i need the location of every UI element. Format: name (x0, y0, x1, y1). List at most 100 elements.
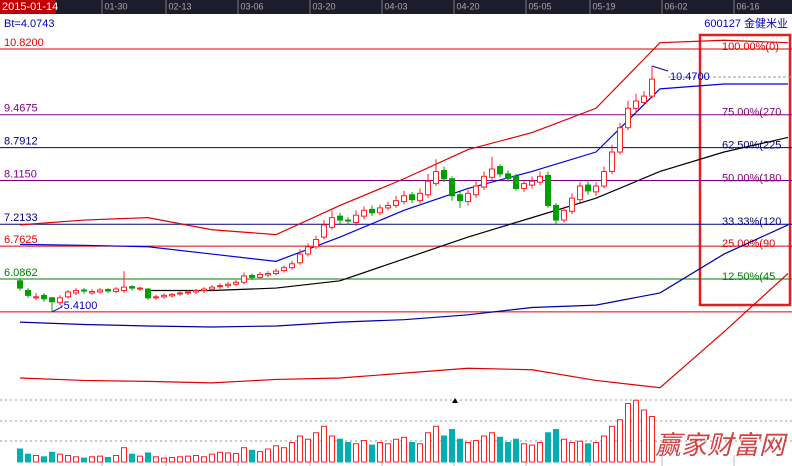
candle-body (601, 170, 607, 187)
candle-body (201, 288, 207, 292)
volume-bar (585, 443, 591, 463)
date-label: 03-06 (240, 1, 263, 11)
volume-bar (185, 455, 191, 463)
volume-bar (625, 403, 631, 463)
candle-body (577, 185, 583, 201)
volume-bar (633, 399, 639, 463)
high-pointer (651, 65, 669, 72)
candle-body (161, 294, 167, 298)
level-label: 10.8200 (4, 37, 44, 49)
low-label: -5.4100 (60, 300, 97, 312)
date-label: 06-16 (736, 1, 759, 11)
high-label: 10.4700 (670, 71, 710, 83)
indicator-line (148, 136, 789, 292)
candle-body (553, 204, 559, 221)
candle-body (497, 166, 503, 175)
candle-body (249, 274, 255, 278)
indicator-label: Bt=4.0743 (4, 18, 54, 30)
volume-bar (529, 444, 535, 463)
volume-bar (617, 419, 623, 463)
stock-name: 600127 金健米业 (704, 16, 788, 30)
candle-body (273, 270, 279, 275)
volume-bar (577, 440, 583, 463)
volume-bar (561, 438, 567, 463)
candle-body (105, 289, 111, 292)
volume-bar (401, 436, 407, 463)
candle-body (81, 289, 87, 292)
volume-bar (17, 448, 23, 463)
date-label: 04-20 (456, 1, 479, 11)
level-label: 9.4675 (4, 103, 38, 115)
candle-body (441, 169, 447, 180)
candle-body (625, 107, 631, 129)
volume-bar (409, 442, 415, 463)
watermark: 赢家财富网 (655, 431, 788, 461)
level-label: 7.2133 (4, 212, 38, 224)
candle-body (97, 289, 103, 293)
volume-bar (569, 442, 575, 463)
candle-body (505, 173, 511, 180)
volume-bar (241, 447, 247, 463)
candle-body (513, 175, 519, 189)
date-label: 05-19 (592, 1, 615, 11)
candle-body (465, 192, 471, 203)
volume-bar (361, 440, 367, 463)
candle-body (49, 297, 55, 303)
candle-body (609, 151, 615, 172)
candle-body (313, 238, 319, 248)
volume-bar (49, 451, 55, 463)
volume-bar (225, 452, 231, 463)
level-label: 8.7912 (4, 135, 38, 147)
candle-body (481, 175, 487, 188)
date-label: 02-13 (168, 1, 191, 11)
candle-body (425, 180, 431, 196)
indicator-line (19, 273, 789, 389)
volume-bar (177, 456, 183, 463)
candle-body (569, 197, 575, 212)
volume-bar (65, 455, 71, 463)
candle-body (633, 100, 639, 109)
volume-bar (249, 449, 255, 463)
level-percent: 100.00%(0) (722, 41, 779, 53)
volume-bar (425, 432, 431, 463)
date-label: 03-20 (312, 1, 335, 11)
volume-bar (209, 453, 215, 463)
volume-bar (201, 456, 207, 463)
marker (452, 398, 458, 403)
candle-body (449, 178, 455, 197)
candle-body (289, 263, 295, 269)
date-highlight (0, 0, 56, 14)
volume-bar (521, 443, 527, 463)
volume-bar (513, 438, 519, 463)
volume-bar (153, 456, 159, 463)
candle-body (617, 127, 623, 153)
candle-body (89, 290, 95, 294)
candle-body (193, 290, 199, 293)
volume-bar (593, 442, 599, 463)
candle-body (409, 194, 415, 201)
volume-bar (193, 455, 199, 463)
volume-bar (497, 436, 503, 463)
volume-bar (641, 409, 647, 463)
volume-bar (649, 416, 655, 463)
volume-bar (145, 452, 151, 463)
candle-body (641, 95, 647, 103)
candle-body (177, 292, 183, 295)
volume-bar (377, 442, 383, 463)
level-label: 6.0862 (4, 267, 38, 279)
level-percent: 12.50%(45 (722, 271, 775, 283)
candle-body (265, 273, 271, 276)
volume-bar (217, 451, 223, 463)
candle-body (25, 290, 31, 296)
candle-body (353, 214, 359, 223)
candle-body (585, 184, 591, 192)
volume-bar (473, 440, 479, 463)
candle-body (57, 297, 63, 304)
volume-bar (465, 442, 471, 463)
candle-body (361, 209, 367, 217)
candle-body (281, 267, 287, 272)
volume-bar (393, 438, 399, 463)
candle-body (377, 207, 383, 214)
